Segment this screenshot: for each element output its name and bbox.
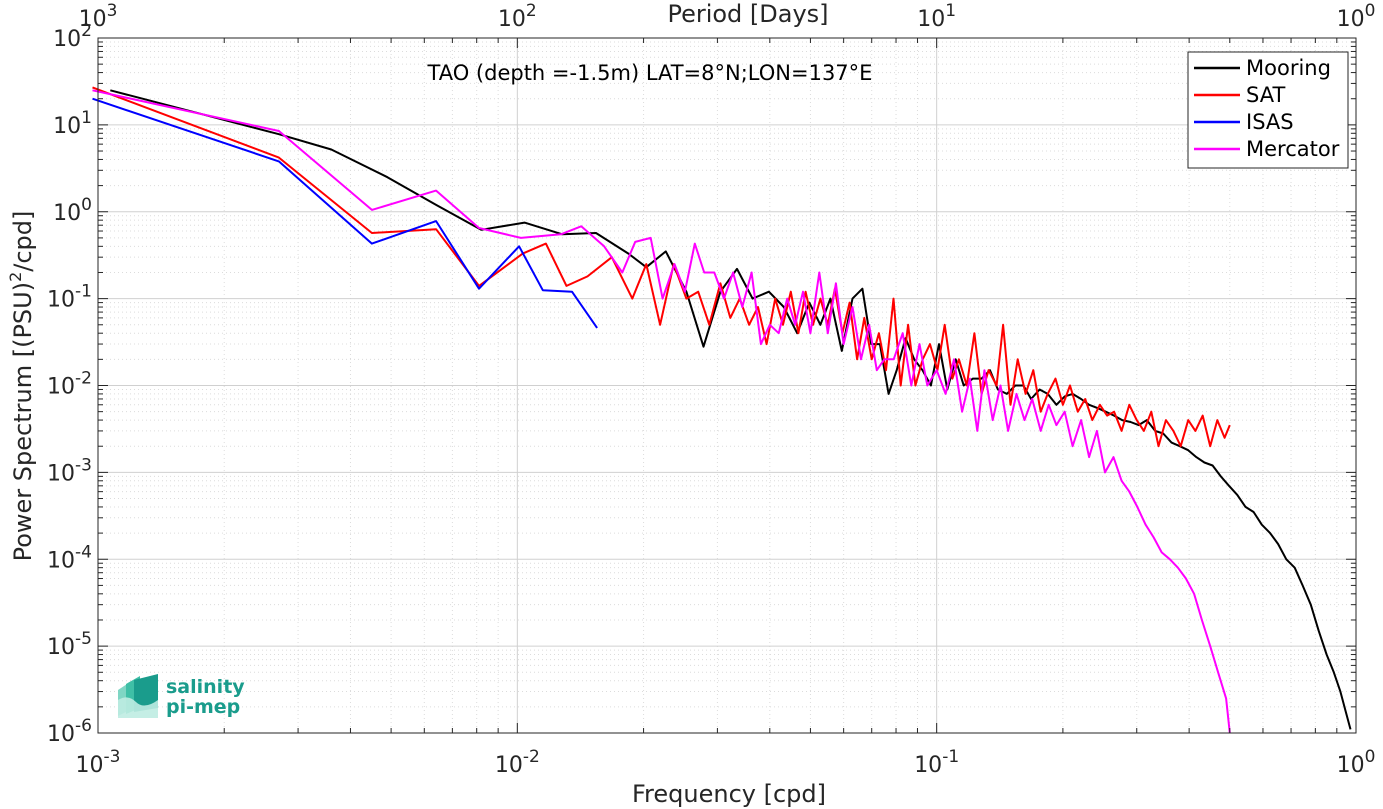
salinity-pi-mep-logo: salinity pi-mep xyxy=(118,674,245,718)
y-axis-label-exponent: 2 xyxy=(6,272,25,282)
y-tick-label: 10-4 xyxy=(47,542,92,573)
top-tick-label: 103 xyxy=(79,1,118,32)
y-tick-label: 10-3 xyxy=(47,455,92,486)
legend: Mooring SAT ISAS Mercator xyxy=(1187,51,1349,169)
legend-label-isas: ISAS xyxy=(1246,110,1294,134)
x-axis-label: Frequency [cpd] xyxy=(632,780,826,808)
tick-marks xyxy=(97,37,1357,734)
y-axis-label-main: Power Spectrum [(PSU) xyxy=(9,282,37,561)
y-tick-label: 10-2 xyxy=(47,369,92,400)
x-tick-label: 10-1 xyxy=(914,747,959,778)
series-line-isas xyxy=(92,97,598,329)
top-tick-label: 100 xyxy=(1337,1,1376,32)
legend-label-mercator: Mercator xyxy=(1246,137,1340,161)
y-axis-label: Power Spectrum [(PSU)2/cpd] xyxy=(6,211,37,562)
legend-label-sat: SAT xyxy=(1246,83,1285,107)
minor-grid xyxy=(98,38,1356,733)
x-tick-label: 100 xyxy=(1337,747,1376,778)
chart-title: TAO (depth =-1.5m) LAT=8°N;LON=137°E xyxy=(427,61,873,85)
x-tick-label: 10-3 xyxy=(76,747,121,778)
legend-label-mooring: Mooring xyxy=(1246,56,1331,80)
y-tick-label: 10-6 xyxy=(47,716,92,747)
top-axis-label: Period [Days] xyxy=(667,0,828,28)
y-tick-label: 100 xyxy=(53,195,92,226)
series-line-sat xyxy=(92,86,1231,448)
logo-wave-foam xyxy=(118,697,158,718)
top-tick-label: 102 xyxy=(498,1,537,32)
series-line-mercator xyxy=(92,89,1231,734)
y-axis-label-tail: /cpd] xyxy=(9,211,37,272)
series-line-mooring xyxy=(110,89,1352,730)
x-tick-label: 10-2 xyxy=(495,747,540,778)
y-tick-label: 102 xyxy=(53,21,92,52)
y-tick-label: 101 xyxy=(53,108,92,139)
logo-text-pimep: pi-mep xyxy=(166,696,240,718)
y-tick-label: 10-1 xyxy=(47,282,92,313)
series-layer xyxy=(92,86,1352,734)
y-tick-label: 10-5 xyxy=(47,629,92,660)
logo-text-salinity: salinity xyxy=(166,676,245,698)
top-tick-label: 101 xyxy=(917,1,956,32)
logo-wave-front xyxy=(134,674,158,712)
